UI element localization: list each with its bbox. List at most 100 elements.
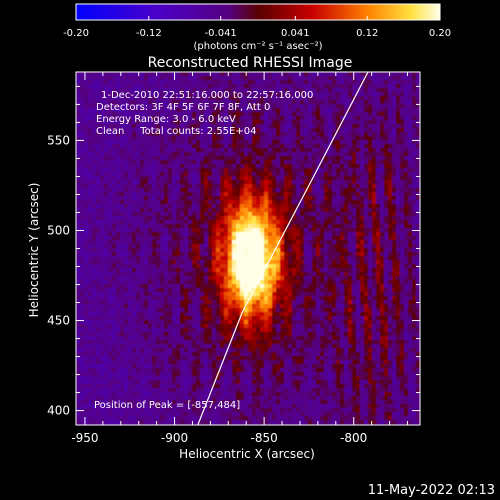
heatmap-cell <box>104 148 109 153</box>
heatmap-cell <box>280 288 285 293</box>
heatmap-cell <box>396 216 401 221</box>
heatmap-cell <box>164 128 169 133</box>
heatmap-cell <box>128 108 133 113</box>
heatmap-cell <box>220 172 225 177</box>
heatmap-cell <box>152 96 157 101</box>
heatmap-cell <box>400 160 405 165</box>
heatmap-cell <box>348 136 353 141</box>
heatmap-cell <box>108 72 113 77</box>
heatmap-cell <box>276 136 281 141</box>
heatmap-cell <box>160 256 165 261</box>
heatmap-cell <box>412 196 417 201</box>
heatmap-cell <box>312 248 317 253</box>
heatmap-cell <box>156 280 161 285</box>
heatmap-cell <box>152 136 157 141</box>
heatmap-cell <box>376 88 381 93</box>
heatmap-cell <box>268 288 273 293</box>
heatmap-cell <box>368 296 373 301</box>
heatmap-cell <box>328 92 333 97</box>
heatmap-cell <box>196 268 201 273</box>
heatmap-cell <box>196 152 201 157</box>
heatmap-cell <box>136 120 141 125</box>
heatmap-cell <box>100 112 105 117</box>
heatmap-cell <box>396 292 401 297</box>
heatmap-cell <box>304 84 309 89</box>
heatmap-cell <box>80 244 85 249</box>
heatmap-cell <box>76 80 81 85</box>
heatmap-cell <box>272 204 277 209</box>
colorbar-tick-label: -0.041 <box>205 28 237 39</box>
heatmap-cell <box>84 180 89 185</box>
heatmap-cell <box>376 276 381 281</box>
heatmap-cell <box>160 124 165 129</box>
heatmap-cell <box>308 300 313 305</box>
heatmap-cell <box>256 72 261 77</box>
heatmap-cell <box>352 140 357 145</box>
heatmap-cell <box>416 284 420 289</box>
heatmap-cell <box>248 152 253 157</box>
heatmap-cell <box>388 140 393 145</box>
heatmap-cell <box>108 240 113 245</box>
heatmap-cell <box>124 244 129 249</box>
heatmap-cell <box>392 148 397 153</box>
heatmap-cell <box>380 260 385 265</box>
heatmap-cell <box>112 128 117 133</box>
heatmap-cell <box>296 196 301 201</box>
heatmap-cell <box>252 100 257 105</box>
heatmap-cell <box>352 92 357 97</box>
heatmap-cell <box>172 124 177 129</box>
heatmap-cell <box>96 268 101 273</box>
heatmap-cell <box>324 132 329 137</box>
heatmap-cell <box>348 252 353 257</box>
heatmap-cell <box>340 232 345 237</box>
heatmap-cell <box>236 104 241 109</box>
heatmap-cell <box>344 216 349 221</box>
heatmap-cell <box>332 160 337 165</box>
heatmap-cell <box>364 280 369 285</box>
heatmap-cell <box>400 252 405 257</box>
heatmap-cell <box>96 292 101 297</box>
heatmap-cell <box>204 240 209 245</box>
heatmap-cell <box>288 80 293 85</box>
heatmap-cell <box>308 124 313 129</box>
heatmap-cell <box>244 128 249 133</box>
heatmap-cell <box>372 104 377 109</box>
heatmap-cell <box>276 200 281 205</box>
heatmap-cell <box>256 172 261 177</box>
heatmap-cell <box>344 72 349 77</box>
heatmap-cell <box>112 216 117 221</box>
heatmap-cell <box>356 240 361 245</box>
heatmap-cell <box>92 168 97 173</box>
heatmap-cell <box>120 156 125 161</box>
heatmap-cell <box>148 212 153 217</box>
heatmap-cell <box>300 116 305 121</box>
heatmap-cell <box>128 204 133 209</box>
heatmap-cell <box>384 108 389 113</box>
heatmap-cell <box>232 204 237 209</box>
heatmap-cell <box>88 216 93 221</box>
heatmap-cell <box>84 224 89 229</box>
heatmap-cell <box>92 296 97 301</box>
heatmap-cell <box>212 236 217 241</box>
heatmap-cell <box>144 152 149 157</box>
heatmap-cell <box>304 276 309 281</box>
heatmap-cell <box>136 100 141 105</box>
heatmap-cell <box>392 280 397 285</box>
heatmap-cell <box>404 112 409 117</box>
heatmap-cell <box>272 220 277 225</box>
heatmap-cell <box>244 100 249 105</box>
heatmap-cell <box>392 144 397 149</box>
heatmap-cell <box>196 196 201 201</box>
heatmap-cell <box>404 96 409 101</box>
heatmap-cell <box>376 144 381 149</box>
heatmap-cell <box>320 172 325 177</box>
heatmap-cell <box>112 96 117 101</box>
heatmap-cell <box>348 84 353 89</box>
heatmap-cell <box>340 168 345 173</box>
heatmap-cell <box>116 272 121 277</box>
heatmap-cell <box>356 144 361 149</box>
heatmap-cell <box>84 284 89 289</box>
heatmap-cell <box>360 160 365 165</box>
heatmap-cell <box>388 104 393 109</box>
heatmap-cell <box>88 88 93 93</box>
